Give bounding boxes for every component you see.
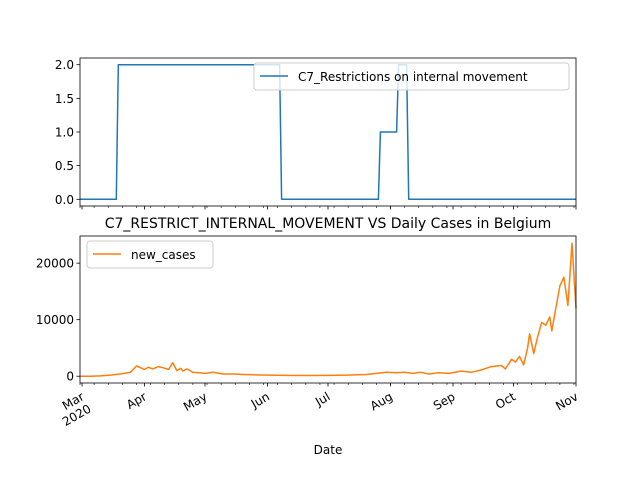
bottom-x-tick-label: Jul <box>312 389 332 409</box>
top-axes-frame <box>79 57 577 207</box>
top-y-axis-ticks: 0.0 0.5 1.0 1.5 2.0 <box>55 58 80 207</box>
bottom-x-axis-label: Date <box>314 443 343 457</box>
bottom-axes-frame <box>79 235 577 384</box>
top-y-tick-label: 0.0 <box>55 193 74 207</box>
top-legend-label: C7_Restrictions on internal movement <box>298 70 528 84</box>
top-subplot: 0.0 0.5 1.0 1.5 2.0 C7_Restrictions on inter… <box>55 57 577 210</box>
bottom-legend: new_cases <box>86 240 214 269</box>
top-y-tick-label: 1.0 <box>55 126 74 140</box>
bottom-legend-label: new_cases <box>131 248 196 262</box>
bottom-y-tick-label: 10000 <box>36 313 74 327</box>
top-legend: C7_Restrictions on internal movement <box>253 62 570 91</box>
top-y-tick-label: 2.0 <box>55 58 74 72</box>
bottom-legend-box <box>86 240 214 269</box>
top-y-tick-label: 0.5 <box>55 159 74 173</box>
top-y-tick-label: 1.5 <box>55 92 74 106</box>
bottom-series-line <box>80 242 577 377</box>
bottom-y-tick-label: 0 <box>66 370 74 384</box>
bottom-y-tick-label: 20000 <box>36 257 74 271</box>
bottom-series-layer <box>80 242 577 377</box>
bottom-chart-title: C7_RESTRICT_INTERNAL_MOVEMENT VS Daily C… <box>105 216 552 232</box>
top-legend-box <box>253 62 570 91</box>
bottom-y-axis-ticks: 0 10000 20000 <box>36 257 80 384</box>
